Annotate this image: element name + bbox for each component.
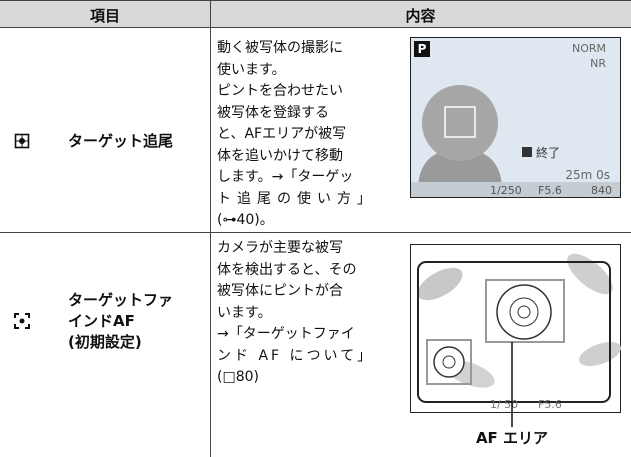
end-label: 終了 (536, 145, 560, 160)
row-label: ターゲット追尾 (68, 132, 174, 150)
row-label: (初期設定) (68, 333, 142, 351)
description-line: ピントを合わせたい (217, 83, 343, 99)
description-line: います。 (217, 304, 272, 321)
description-line: (⊶40)。 (217, 212, 274, 228)
caption: AF エリア (476, 429, 548, 447)
mode: P (418, 42, 427, 56)
shutter: 1/ 50 (490, 398, 518, 411)
quality: NORM (572, 42, 606, 55)
description-line: →「ターゲットファイ (217, 326, 355, 342)
header-bg (0, 0, 631, 28)
description-line: 体を追いかけて移動 (217, 147, 343, 164)
column-divider (210, 0, 211, 457)
description-line: カメラが主要な被写 (217, 240, 343, 256)
description-line: 動く被写体の撮影に (217, 40, 343, 56)
header-cell: 内容 (405, 7, 436, 25)
description-line: と、AFエリアが被写 (217, 126, 347, 142)
row-label: インドAF (68, 312, 135, 330)
description-line: ンド AF について」 (217, 347, 375, 364)
icon (14, 313, 30, 329)
shutter: 1/250 (490, 184, 522, 197)
description-line: (□80) (217, 369, 259, 385)
description-line: 被写体を登録する (217, 104, 329, 121)
description-line: 体を検出すると、その (217, 261, 357, 278)
description-line: ト追尾の使い方」 (217, 190, 377, 207)
camera-screen: P NORM NR 終了 25m 0s 1/250 F5.6 840 (410, 37, 621, 198)
aperture: F5.6 (538, 184, 562, 197)
shots: 840 (591, 184, 612, 197)
nr: NR (590, 57, 606, 70)
header-cell: 項目 (89, 7, 120, 25)
remaining: 25m 0s (565, 168, 610, 182)
aperture: F5.6 (538, 398, 562, 411)
camera-screen: 1/ 50 F5.6 AF エリア (410, 244, 621, 447)
row-divider (0, 232, 631, 233)
description-line: します。→「ターゲッ (217, 169, 354, 185)
icon (14, 133, 30, 149)
description-line: 被写体にピントが合 (217, 283, 343, 299)
row-label: ターゲットファ (68, 291, 174, 309)
description-line: 使います。 (217, 61, 286, 78)
